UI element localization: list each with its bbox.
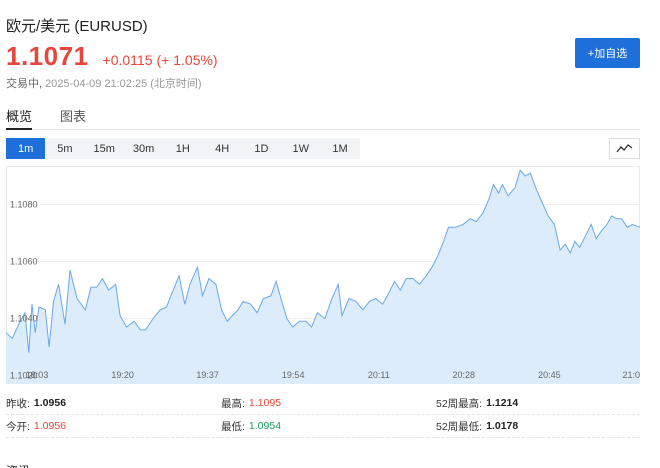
- change-percent: (+ 1.05%): [156, 52, 218, 68]
- timestamp: 2025-04-09 21:02:25: [45, 78, 148, 90]
- period-1w[interactable]: 1W: [292, 142, 309, 155]
- period-selector: 1m 5m 15m 30m 1H 4H 1D 1W 1M: [6, 138, 360, 159]
- y-tick-label: 1.1080: [10, 199, 38, 209]
- page-title: 欧元/美元 (EURUSD): [6, 18, 148, 35]
- stat-value: 1.0178: [486, 420, 519, 432]
- price-row: 1.1071 +0.0115 (+ 1.05%): [6, 41, 218, 72]
- stats-table: 昨收: 1.0956 最高: 1.1095 52周最高: 1.1214 今开: …: [6, 392, 640, 438]
- stat-open: 今开: 1.0956: [6, 419, 221, 434]
- price-area: [6, 170, 640, 384]
- stat-value: 1.1214: [486, 397, 519, 409]
- stat-low: 最低: 1.0954: [221, 419, 436, 434]
- chart-type-button[interactable]: [609, 138, 640, 159]
- x-tick-label: 20:45: [538, 370, 561, 380]
- x-tick-label: 20:11: [368, 370, 390, 380]
- x-tick-label: 19:54: [282, 370, 305, 380]
- x-tick-label: 19:37: [196, 370, 219, 380]
- tab-bar: 概览 图表: [6, 106, 640, 130]
- current-price: 1.1071: [6, 41, 89, 71]
- period-4h[interactable]: 4H: [215, 142, 230, 155]
- stat-value: 1.1095: [248, 397, 282, 409]
- period-1m[interactable]: 1m: [6, 138, 46, 159]
- stats-row: 今开: 1.0956 最低: 1.0954 52周最低: 1.0178: [6, 415, 640, 438]
- period-1d[interactable]: 1D: [254, 142, 269, 155]
- status-text: 交易中,: [6, 78, 43, 90]
- stats-row: 昨收: 1.0956 最高: 1.1095 52周最高: 1.1214: [6, 392, 640, 415]
- stat-value: 1.0956: [33, 397, 67, 409]
- stat-52w-high: 52周最高: 1.1214: [436, 396, 518, 411]
- stat-value: 1.0956: [33, 420, 67, 432]
- x-tick-label: 21:0: [622, 370, 640, 380]
- x-tick-label: 20:28: [452, 370, 475, 380]
- news-section-title: 资讯: [6, 462, 30, 468]
- stat-52w-low: 52周最低: 1.0178: [436, 419, 518, 434]
- x-tick-label: 19:20: [111, 370, 134, 380]
- add-watchlist-button[interactable]: +加自选: [575, 38, 640, 68]
- stat-label: 52周最低:: [436, 420, 483, 433]
- y-tick-label: 1.1020: [10, 370, 38, 380]
- stat-label: 52周最高:: [436, 397, 483, 410]
- x-tick-label: 18:03: [26, 370, 49, 380]
- y-tick-label: 1.1040: [10, 313, 38, 323]
- stat-prev-close: 昨收: 1.0956: [6, 396, 221, 411]
- tab-overview[interactable]: 概览: [6, 106, 33, 130]
- period-1mo[interactable]: 1M: [332, 142, 348, 155]
- price-change: +0.0115 (+ 1.05%): [103, 52, 218, 68]
- trading-status: 交易中, 2025-04-09 21:02:25 (北京时间): [6, 75, 202, 91]
- price-line: [6, 169, 640, 353]
- period-15m[interactable]: 15m: [93, 142, 115, 155]
- period-1h[interactable]: 1H: [175, 142, 190, 155]
- stat-label: 昨收:: [6, 397, 30, 410]
- period-5m[interactable]: 5m: [57, 142, 73, 155]
- y-tick-label: 1.1060: [10, 256, 38, 266]
- stat-value: 1.0954: [248, 420, 282, 432]
- line-chart-icon: [616, 144, 633, 153]
- timezone: (北京时间): [150, 78, 202, 90]
- stat-label: 最高:: [221, 397, 245, 410]
- stat-high: 最高: 1.1095: [221, 396, 436, 411]
- change-value: +0.0115: [102, 52, 153, 68]
- stat-label: 今开:: [6, 420, 30, 433]
- stat-label: 最低:: [221, 420, 245, 433]
- period-30m[interactable]: 30m: [132, 142, 155, 155]
- tab-chart[interactable]: 图表: [60, 109, 87, 124]
- price-chart: 1.1080 1.1060 1.1040 1.1020 18:03 19:20 19:37 1…: [6, 166, 640, 384]
